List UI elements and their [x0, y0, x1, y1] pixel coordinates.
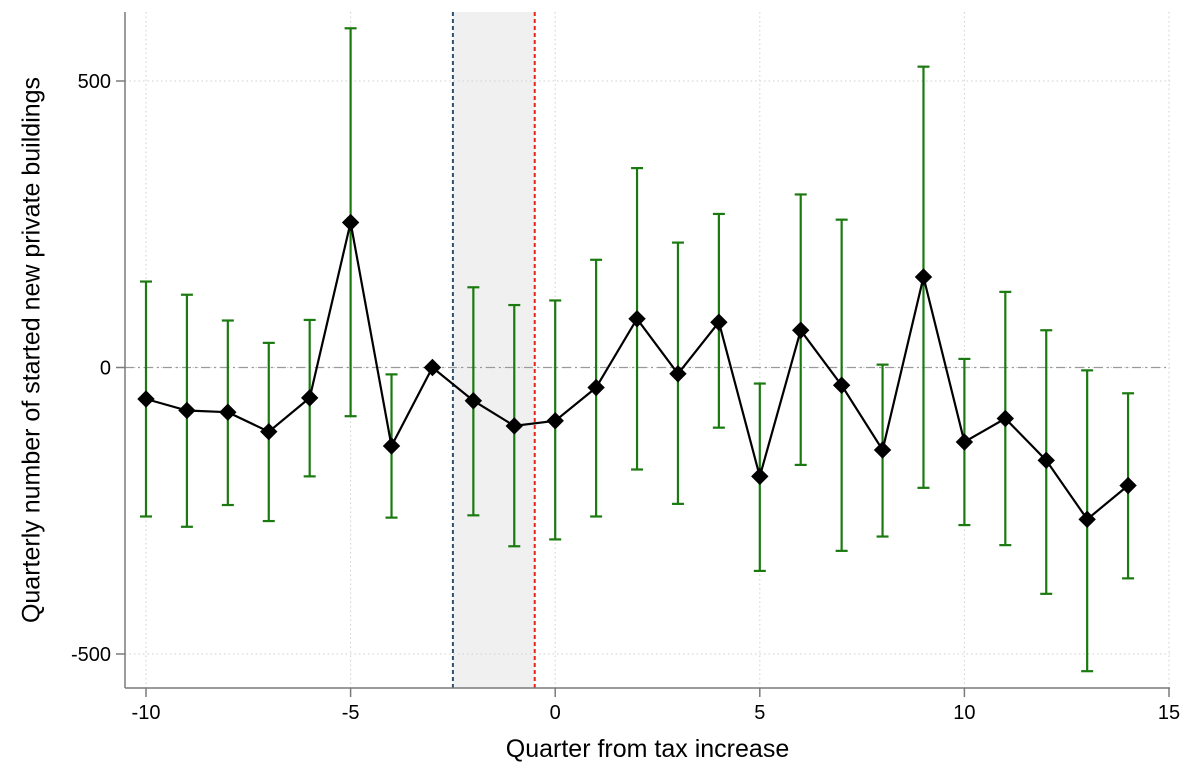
data-point-diamond — [505, 417, 523, 435]
axes-layer — [116, 12, 1170, 697]
y-axis-title: Quarterly number of started new private … — [18, 77, 46, 623]
reference-lines-layer — [125, 12, 1170, 688]
data-point-diamond — [546, 412, 564, 430]
x-tick-label: -5 — [342, 702, 360, 724]
data-point-diamond — [423, 358, 442, 377]
x-tick-label: 10 — [953, 702, 975, 724]
data-point-diamond — [873, 441, 892, 459]
labels-layer: -10 -5 0 5 10 15 500 0 -500 — [71, 71, 1180, 724]
data-point-diamond — [341, 213, 360, 232]
data-point-diamond — [300, 389, 319, 407]
data-point-diamond — [792, 321, 810, 339]
y-tick-label: 0 — [100, 358, 111, 380]
x-axis-title: Quarter from tax increase — [506, 735, 789, 763]
x-tick-label: 5 — [754, 702, 765, 724]
data-point-diamond — [1078, 510, 1096, 529]
data-point-diamond — [914, 268, 933, 286]
data-point-diamond — [832, 376, 851, 394]
data-point-diamond — [587, 378, 605, 397]
data-point-diamond — [669, 365, 687, 383]
x-tick-label: 0 — [550, 702, 561, 724]
shaded-region — [452, 12, 535, 688]
data-point-diamond — [710, 313, 728, 331]
data-point-diamond — [382, 437, 401, 455]
data-point-diamond — [137, 390, 155, 408]
error-bars-layer — [140, 27, 1135, 673]
data-point-diamond — [628, 310, 646, 328]
x-tick-label: 15 — [1158, 702, 1180, 724]
grid-layer — [125, 12, 1170, 688]
y-tick-label: 500 — [78, 71, 111, 93]
x-tick-label: -10 — [132, 702, 161, 724]
data-point-diamond — [751, 467, 769, 486]
data-point-diamond — [260, 422, 278, 441]
data-point-diamond — [219, 403, 237, 421]
data-points-layer — [137, 213, 1137, 529]
data-point-diamond — [955, 433, 974, 451]
shaded-region-layer — [452, 12, 535, 688]
y-tick-label: -500 — [71, 644, 111, 666]
data-point-diamond — [464, 392, 483, 410]
data-point-diamond — [996, 409, 1015, 428]
data-point-diamond — [1037, 451, 1055, 470]
data-point-diamond — [178, 401, 196, 420]
data-point-diamond — [1119, 476, 1137, 495]
